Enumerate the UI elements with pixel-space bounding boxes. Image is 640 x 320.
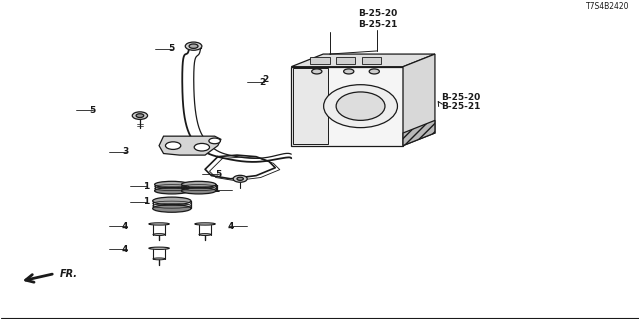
Circle shape [344, 69, 354, 74]
Ellipse shape [153, 234, 165, 236]
Text: 5: 5 [168, 44, 174, 53]
Circle shape [209, 138, 220, 144]
Text: 4: 4 [122, 222, 129, 231]
Polygon shape [403, 120, 435, 146]
Circle shape [233, 175, 247, 182]
Ellipse shape [149, 223, 170, 225]
Circle shape [132, 112, 148, 119]
Ellipse shape [195, 223, 215, 225]
Circle shape [237, 177, 243, 180]
Text: 3: 3 [122, 148, 129, 156]
Ellipse shape [336, 92, 385, 120]
Ellipse shape [324, 85, 397, 128]
Text: 1: 1 [143, 181, 149, 190]
Bar [292, 68, 328, 144]
Text: 4: 4 [122, 245, 129, 254]
Polygon shape [159, 136, 221, 155]
Text: 5: 5 [89, 106, 95, 115]
Ellipse shape [149, 247, 170, 249]
Text: 1: 1 [143, 197, 149, 206]
Text: 2: 2 [259, 78, 266, 87]
Ellipse shape [153, 197, 191, 205]
Ellipse shape [155, 188, 189, 194]
Bar [336, 57, 355, 64]
Circle shape [136, 114, 144, 117]
Text: B-25-20: B-25-20 [358, 9, 397, 18]
Circle shape [166, 142, 180, 149]
Ellipse shape [153, 258, 165, 260]
Text: B-25-20: B-25-20 [442, 93, 481, 102]
Polygon shape [291, 54, 435, 67]
Text: 5: 5 [215, 170, 221, 179]
Circle shape [312, 69, 322, 74]
Text: FR.: FR. [60, 269, 77, 279]
Text: 2: 2 [262, 75, 269, 84]
Text: B-25-21: B-25-21 [442, 102, 481, 111]
Ellipse shape [199, 234, 211, 236]
Ellipse shape [181, 181, 216, 188]
Circle shape [189, 44, 198, 48]
Circle shape [194, 143, 209, 151]
Text: T7S4B2420: T7S4B2420 [586, 3, 630, 12]
Bar [362, 57, 381, 64]
Text: 4: 4 [227, 222, 234, 231]
Circle shape [369, 69, 380, 74]
Circle shape [185, 42, 202, 50]
Bar [291, 67, 403, 146]
Text: 1: 1 [212, 185, 219, 194]
Ellipse shape [181, 188, 216, 194]
Bar [310, 57, 330, 64]
Polygon shape [403, 54, 435, 146]
Ellipse shape [153, 205, 191, 212]
Ellipse shape [155, 181, 189, 188]
Text: B-25-21: B-25-21 [358, 20, 397, 29]
